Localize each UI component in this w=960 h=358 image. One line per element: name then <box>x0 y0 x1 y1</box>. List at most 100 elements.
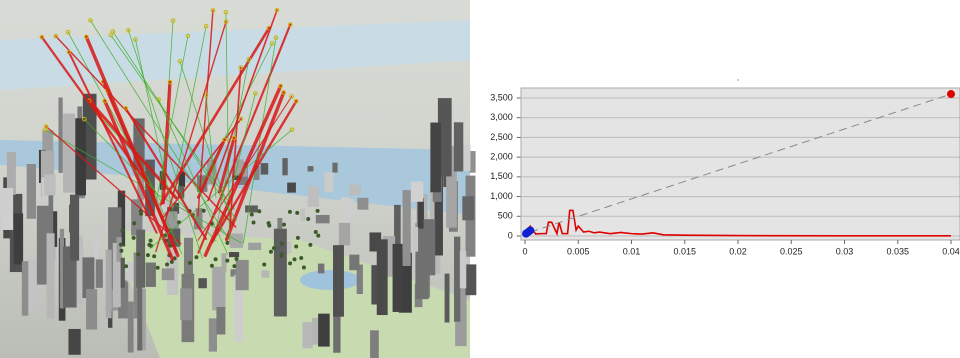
tree <box>302 265 306 269</box>
tree <box>225 241 229 245</box>
building <box>236 260 249 290</box>
tree <box>250 212 254 216</box>
dot: · <box>737 74 740 84</box>
building <box>162 268 175 280</box>
building <box>462 196 474 220</box>
pond <box>300 270 360 290</box>
building <box>44 175 55 196</box>
building <box>316 215 330 223</box>
building <box>445 274 450 323</box>
x-tick-label: 0.02 <box>729 246 747 256</box>
city-map <box>0 0 476 358</box>
building <box>430 123 441 193</box>
tree <box>120 228 124 232</box>
y-tick-label: 2,500 <box>490 132 513 142</box>
building <box>466 264 477 295</box>
tree <box>280 242 284 246</box>
building <box>274 229 287 317</box>
building <box>27 164 36 219</box>
tree <box>294 244 298 248</box>
screen: · 05001,0001,5002,0002,5003,0003,50000.0… <box>0 0 960 358</box>
building <box>325 172 334 192</box>
x-tick-label: 0.01 <box>623 246 641 256</box>
building <box>146 263 156 287</box>
tree <box>119 243 123 247</box>
tree <box>267 221 271 225</box>
x-tick-label: 0.035 <box>886 246 909 256</box>
tree <box>314 230 318 234</box>
building <box>370 330 379 358</box>
tree <box>132 221 136 225</box>
building <box>230 234 243 248</box>
tree <box>272 246 276 250</box>
tree <box>299 256 303 260</box>
building <box>222 253 227 272</box>
building <box>393 244 403 312</box>
building <box>63 114 75 193</box>
building <box>229 252 239 257</box>
building <box>300 209 305 221</box>
building <box>28 259 38 311</box>
tree <box>316 209 320 213</box>
building <box>413 227 418 252</box>
tree <box>146 253 150 257</box>
tree <box>139 212 143 216</box>
tree <box>288 261 292 265</box>
point <box>526 226 534 234</box>
tree <box>308 243 312 247</box>
building <box>339 223 350 245</box>
building <box>216 307 225 334</box>
building <box>245 205 258 212</box>
building <box>312 318 318 345</box>
tree <box>288 210 292 214</box>
tree <box>306 217 310 221</box>
building <box>1 188 13 230</box>
building <box>282 158 287 175</box>
x-tick-label: 0.025 <box>780 246 803 256</box>
tree <box>165 262 169 266</box>
tree <box>202 209 206 213</box>
tree <box>269 250 273 254</box>
building <box>308 166 314 171</box>
tree <box>119 249 123 253</box>
tree <box>136 253 140 257</box>
building <box>68 329 80 355</box>
building <box>333 245 344 317</box>
tree <box>252 220 256 224</box>
tree <box>194 255 198 259</box>
y-tick-label: 1,000 <box>490 191 513 201</box>
x-tick-label: 0 <box>522 246 527 256</box>
building <box>128 302 134 353</box>
building <box>96 259 103 287</box>
tree <box>210 264 214 268</box>
tree <box>295 211 299 215</box>
tree <box>292 257 296 261</box>
tree <box>149 239 153 243</box>
tree <box>232 264 236 268</box>
building <box>121 258 125 288</box>
tree <box>152 254 156 258</box>
plot-area <box>521 88 960 240</box>
building <box>308 186 319 207</box>
tree <box>156 266 160 270</box>
building <box>137 278 142 351</box>
building <box>86 289 97 329</box>
building <box>136 230 145 288</box>
building <box>318 314 330 347</box>
building <box>180 288 192 320</box>
x-tick-label: 0.03 <box>836 246 854 256</box>
tree <box>188 261 192 265</box>
y-tick-label: 3,500 <box>490 92 513 102</box>
building <box>262 270 270 277</box>
y-tick-label: 3,000 <box>490 112 513 122</box>
building <box>261 163 269 174</box>
building <box>127 262 133 282</box>
y-tick-label: 500 <box>498 211 513 221</box>
building <box>22 261 28 316</box>
building <box>302 322 312 348</box>
x-tick-label: 0.04 <box>942 246 960 256</box>
building <box>349 255 359 271</box>
building <box>357 198 368 210</box>
building <box>287 183 296 193</box>
tree <box>214 257 218 261</box>
